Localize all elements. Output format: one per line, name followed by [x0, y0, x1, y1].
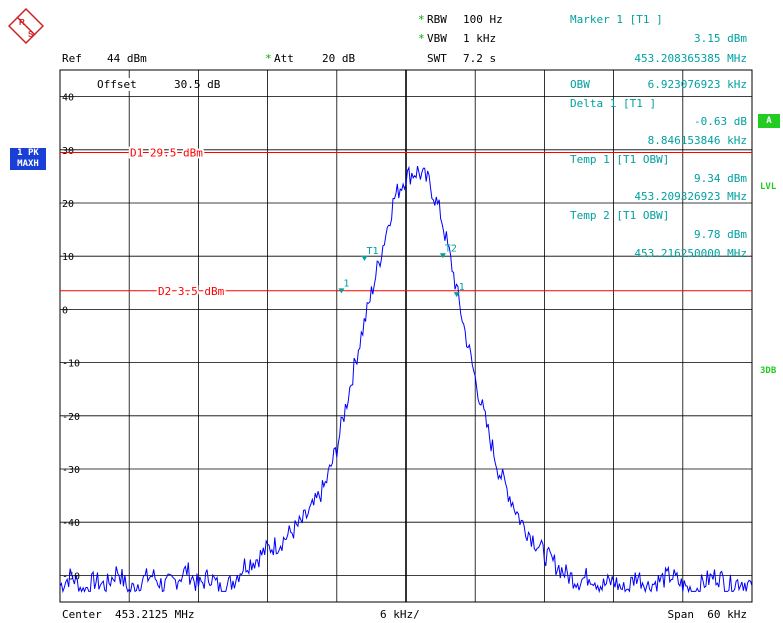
- y-tick-label: -30: [62, 465, 80, 476]
- vbw-star: *: [418, 32, 425, 45]
- y-tick-label: -50: [62, 571, 80, 582]
- marker-label: T1: [366, 246, 378, 257]
- ref-value: 44 dBm: [107, 52, 147, 65]
- temp1-level: 9.34 dBm: [694, 172, 747, 185]
- y-tick-label: -20: [62, 412, 80, 423]
- obw-value: 6.923076923 kHz: [647, 78, 747, 91]
- vbw-value: 1 kHz: [463, 32, 497, 45]
- y-tick-label: -10: [62, 359, 80, 370]
- span-value: Span 60 kHz: [667, 608, 747, 621]
- offset-value: 30.5 dB: [174, 78, 221, 91]
- vbw-label: VBW: [427, 32, 447, 45]
- delta-title: Delta 1 [T1 ]: [570, 97, 657, 110]
- marker-symbol: [361, 255, 368, 261]
- offset-label: Offset: [97, 78, 137, 91]
- temp2-title: Temp 2 [T1 OBW]: [570, 209, 670, 222]
- temp2-level: 9.78 dBm: [694, 228, 747, 241]
- marker-label: T2: [445, 243, 457, 254]
- y-tick-label: 0: [62, 305, 68, 316]
- y-tick-label: 20: [62, 199, 74, 210]
- display-line-label-2: D2 3.5 dBm: [158, 285, 225, 298]
- delta-frequency: 8.846153846 kHz: [647, 134, 747, 147]
- rbw-star: *: [418, 13, 425, 26]
- marker-symbol: [439, 253, 446, 259]
- trace-mode-line1: 1 PK: [17, 148, 39, 158]
- svg-text:S: S: [28, 30, 34, 39]
- trace-mode-badge: 1 PK MAXH: [10, 148, 46, 170]
- rbw-value: 100 Hz: [463, 13, 503, 26]
- svg-text:R: R: [19, 18, 25, 27]
- y-tick-label: 10: [62, 252, 74, 263]
- marker-label: 1: [343, 278, 349, 289]
- y-tick-label: 30: [62, 146, 74, 157]
- display-line-label-1: D1 29.5 dBm: [130, 146, 203, 159]
- temp1-title: Temp 1 [T1 OBW]: [570, 153, 670, 166]
- swt-value: 7.2 s: [463, 52, 497, 65]
- marker-frequency: 453.208365385 MHz: [634, 52, 747, 65]
- obw-label: OBW: [570, 78, 590, 91]
- marker-level: 3.15 dBm: [694, 32, 747, 45]
- lvl-indicator: LVL: [760, 182, 777, 192]
- division-scale: 6 kHz/: [380, 608, 420, 621]
- rbw-label: RBW: [427, 13, 447, 26]
- temp1-frequency: 453.209326923 MHz: [634, 190, 747, 203]
- center-frequency: Center 453.2125 MHz: [62, 608, 195, 621]
- marker-symbol: [453, 292, 460, 298]
- swt-label: SWT: [427, 52, 447, 65]
- rohde-schwarz-logo: R S: [8, 8, 44, 44]
- ref-label: Ref: [62, 52, 82, 65]
- temp2-frequency: 453.216250000 MHz: [634, 247, 747, 260]
- spectrum-trace: [59, 165, 753, 594]
- a-badge: A: [758, 114, 780, 128]
- att-label: Att: [274, 52, 294, 65]
- marker-title: Marker 1 [T1 ]: [570, 13, 663, 26]
- y-tick-label: -40: [62, 518, 80, 529]
- marker-symbol: [338, 288, 345, 294]
- delta-level: -0.63 dB: [694, 115, 747, 128]
- marker-label: 1: [459, 282, 465, 293]
- att-star: *: [265, 52, 272, 65]
- 3db-indicator: 3DB: [760, 366, 777, 376]
- att-value: 20 dB: [322, 52, 356, 65]
- y-tick-label: 40: [62, 93, 74, 104]
- trace-mode-line2: MAXH: [17, 159, 39, 169]
